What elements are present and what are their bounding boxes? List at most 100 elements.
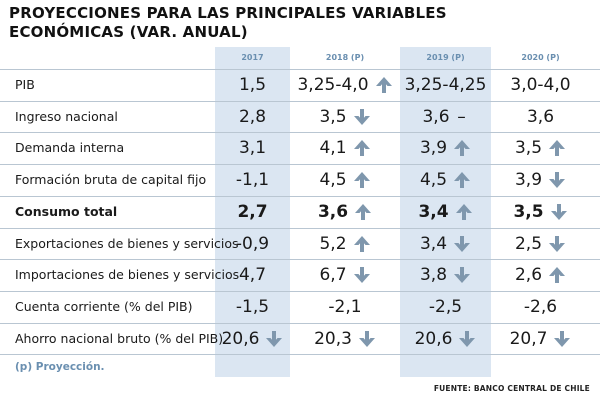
arrow-down-icon <box>353 266 371 284</box>
table-cell: 5,2 <box>292 231 398 257</box>
table-cell: -2,1 <box>292 294 398 320</box>
cell-value: -1,5 <box>235 297 270 317</box>
column-highlight-2017 <box>215 47 290 377</box>
table-cell: 2,8 <box>215 104 290 130</box>
table-cell: 3,5 <box>493 199 588 225</box>
cell-value: 6,7 <box>319 265 347 285</box>
cell-value: 20,7 <box>509 329 548 349</box>
source-credit: FUENTE: BANCO CENTRAL DE CHILE <box>433 384 590 393</box>
table-cell: -2,6 <box>493 294 588 320</box>
table-title: PROYECCIONES PARA LAS PRINCIPALES VARIAB… <box>9 4 447 42</box>
cell-value: 3,9 <box>419 138 448 158</box>
table-cell: 3,25-4,25 <box>400 72 491 98</box>
cell-value: 3,1 <box>238 138 267 158</box>
cell-value: 3,8 <box>419 265 448 285</box>
row-divider <box>0 132 600 133</box>
cell-value: 3,5 <box>319 107 347 127</box>
cell-value: 3,5 <box>513 202 544 222</box>
cell-value: 4,5 <box>319 170 347 190</box>
cell-value: 3,4 <box>418 202 449 222</box>
table-row: PIB 1,5 3,25-4,0 3,25-4,25 3,0-4,0 <box>0 69 600 100</box>
row-label: Ingreso nacional <box>15 109 118 124</box>
row-label: PIB <box>15 77 35 92</box>
arrow-down-icon <box>353 108 371 126</box>
row-divider <box>0 196 600 197</box>
cell-value: 3,6 <box>526 107 555 127</box>
table-row: Demanda interna 3,1 4,1 3,9 3,5 <box>0 132 600 163</box>
arrow-up-icon <box>353 235 371 253</box>
arrow-down-icon <box>548 235 566 253</box>
table-row: Ahorro nacional bruto (% del PIB) 20,6 20,… <box>0 323 600 354</box>
cell-value: 2,5 <box>514 234 543 254</box>
table-cell: 4,5 <box>292 167 398 193</box>
table-cell: 3,6 <box>292 199 398 225</box>
cell-value: 3,0-4,0 <box>510 75 571 95</box>
row-label: Cuenta corriente (% del PIB) <box>15 299 193 314</box>
cell-value: -2,6 <box>523 297 558 317</box>
table-cell: 1,5 <box>215 72 290 98</box>
table-cell: 3,0-4,0 <box>493 72 588 98</box>
row-divider <box>0 101 600 102</box>
cell-value: 3,6 <box>422 107 450 127</box>
cell-value: 20,3 <box>314 329 352 349</box>
cell-value: 3,4 <box>419 234 448 254</box>
title-line-2: ECONÓMICAS (VAR. ANUAL) <box>9 23 248 41</box>
arrow-down-icon <box>453 235 471 253</box>
table-row: Ingreso nacional 2,8 3,5 3,6–3,6 <box>0 101 600 132</box>
table-cell: 3,4 <box>400 231 491 257</box>
projection-note: (p) Proyección. <box>15 361 105 373</box>
table-cell: 3,8 <box>400 262 491 288</box>
cell-value: 20,6 <box>221 329 260 349</box>
column-header-row: 2017 2018 (P) 2019 (P) 2020 (P) <box>0 47 600 69</box>
cell-value: 3,25-4,0 <box>297 75 369 95</box>
table-cell: 20,7 <box>493 326 588 352</box>
table-cell: 6,7 <box>292 262 398 288</box>
table-cell: 3,6– <box>400 104 491 130</box>
cell-value: 4,7 <box>238 265 267 285</box>
arrow-down-icon <box>453 266 471 284</box>
table-cell: 3,1 <box>215 135 290 161</box>
row-divider <box>0 291 600 292</box>
table-row: Exportaciones de bienes y servicios -0,9 5… <box>0 228 600 259</box>
table-cell: 4,7 <box>215 262 290 288</box>
table-cell: 20,3 <box>292 326 398 352</box>
arrow-up-icon <box>453 171 471 189</box>
table-row: Consumo total 2,7 3,6 3,4 3,5 <box>0 196 600 227</box>
row-label: Ahorro nacional bruto (% del PIB) <box>15 331 224 346</box>
column-header-2019: 2019 (P) <box>426 53 465 62</box>
table-cell: 3,9 <box>493 167 588 193</box>
row-divider <box>0 228 600 229</box>
row-divider <box>0 259 600 260</box>
arrow-up-icon <box>354 203 372 221</box>
table-cell: 2,5 <box>493 231 588 257</box>
table-cell: 4,1 <box>292 135 398 161</box>
arrow-up-icon <box>455 203 473 221</box>
table-cell: -1,1 <box>215 167 290 193</box>
arrow-down-icon <box>553 330 571 348</box>
row-label: Demanda interna <box>15 140 125 155</box>
table-cell: -0,9 <box>215 231 290 257</box>
cell-value: 2,6 <box>514 265 543 285</box>
arrow-up-icon <box>353 139 371 157</box>
row-divider <box>0 354 600 355</box>
column-header-2020: 2020 (P) <box>521 53 560 62</box>
table-cell: 4,5 <box>400 167 491 193</box>
cell-value: -0,9 <box>235 234 270 254</box>
cell-value: 3,5 <box>514 138 543 158</box>
arrow-down-icon <box>550 203 568 221</box>
cell-value: 4,5 <box>419 170 448 190</box>
table-cell: -1,5 <box>215 294 290 320</box>
arrow-down-icon <box>358 330 376 348</box>
table-cell: 20,6 <box>215 326 290 352</box>
cell-value: -2,1 <box>328 297 362 317</box>
cell-value: 1,5 <box>238 75 267 95</box>
table-cell: 2,6 <box>493 262 588 288</box>
row-label: Consumo total <box>15 204 118 219</box>
cell-value: -2,5 <box>428 297 463 317</box>
table-cell: 3,6 <box>493 104 588 130</box>
column-header-2018: 2018 (P) <box>325 53 365 62</box>
arrow-up-icon <box>375 76 393 94</box>
cell-value: 5,2 <box>319 234 347 254</box>
cell-value: 20,6 <box>414 329 453 349</box>
cell-value: 3,6 <box>317 202 349 222</box>
